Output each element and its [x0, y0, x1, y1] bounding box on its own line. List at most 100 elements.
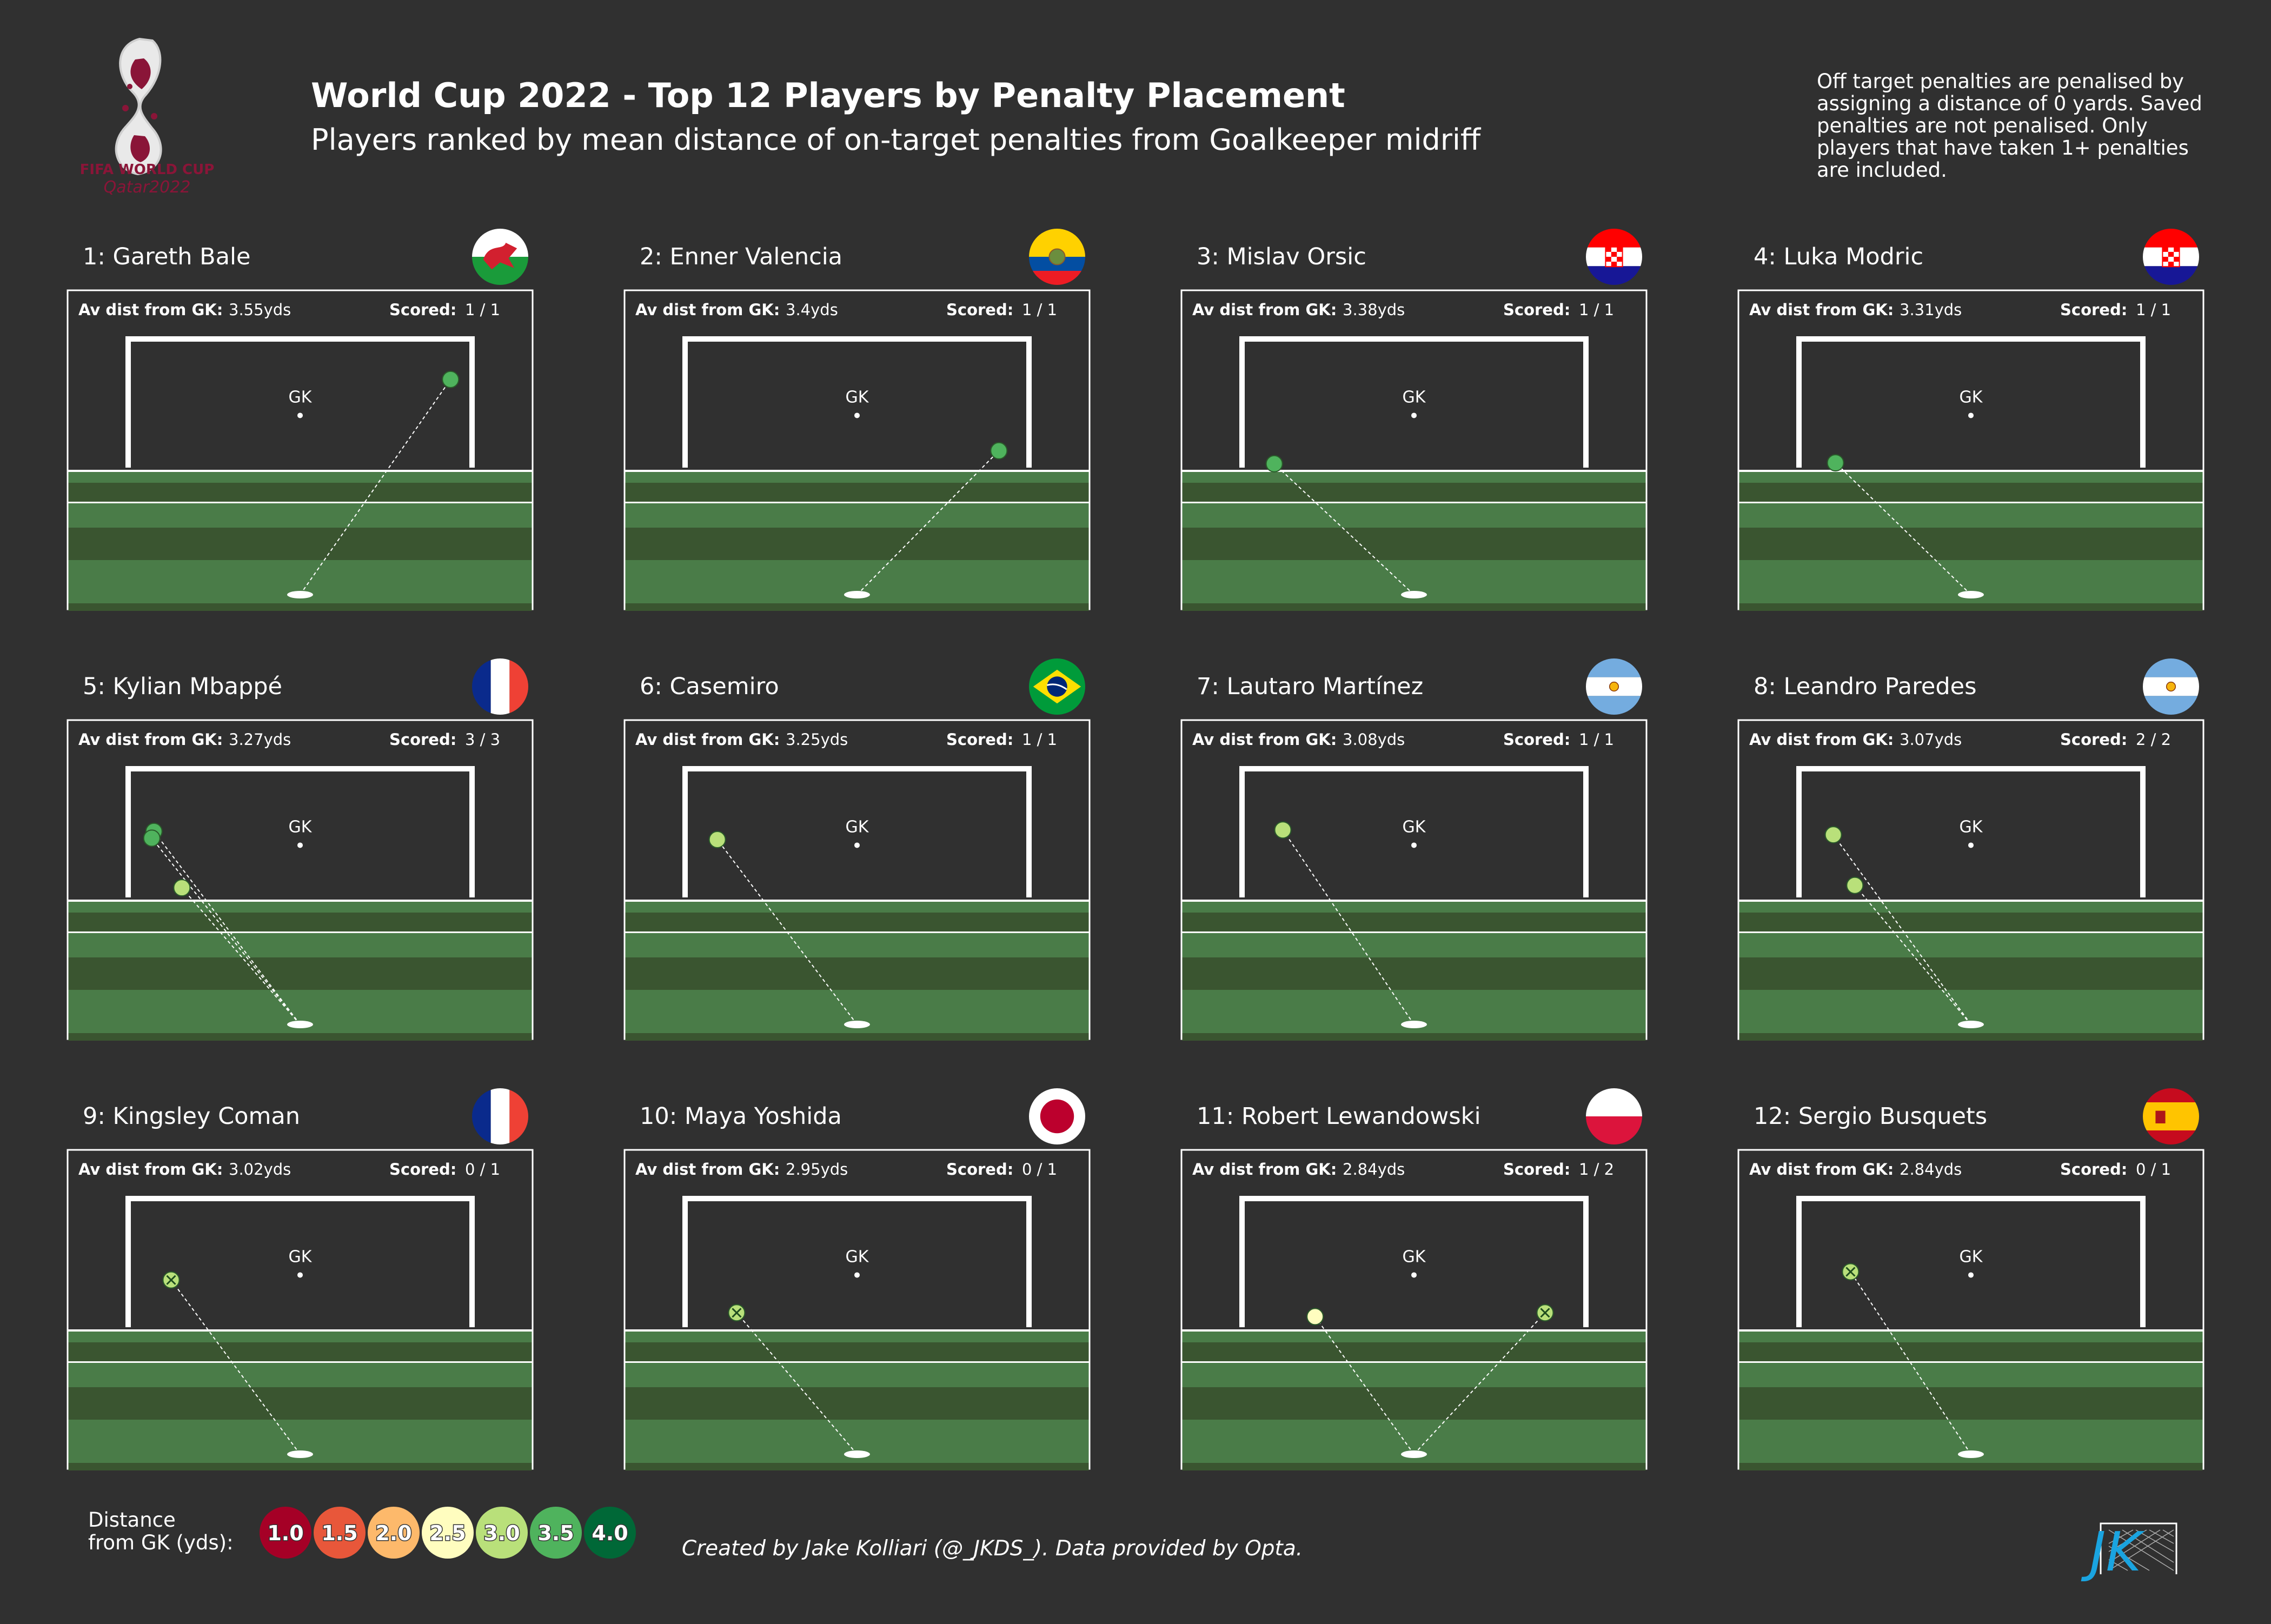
note-line: Off target penalties are penalised by	[1817, 70, 2184, 93]
gk-label: GK	[846, 388, 869, 407]
av-dist-label: Av dist from GK:	[635, 1160, 780, 1179]
av-dist-label: Av dist from GK:	[1192, 301, 1337, 319]
goal-frame	[682, 336, 1032, 468]
scored-value: 1 / 1	[1579, 301, 1614, 319]
scored-label: Scored:	[1503, 730, 1570, 749]
goal-frame	[1239, 766, 1589, 897]
player-name: 5: Kylian Mbappé	[83, 673, 282, 700]
pitch-stripe	[1182, 933, 1646, 957]
goal-frame	[1796, 1196, 2146, 1327]
shot-trajectory	[1854, 885, 1971, 1025]
pitch-stripe	[1182, 471, 1646, 483]
scored-value: 3 / 3	[465, 730, 500, 749]
gk-marker	[854, 842, 860, 848]
pitch-stripe	[68, 931, 532, 933]
player-panel: 9: Kingsley Coman GK Av dist from GK: 3.02y…	[67, 1088, 534, 1470]
gk-label: GK	[289, 1247, 313, 1266]
poland-flag-icon	[1586, 1088, 1642, 1144]
pitch-stripe	[1739, 483, 2203, 502]
scored-label: Scored:	[389, 730, 456, 749]
pitch-stripe	[1739, 502, 2203, 503]
pitch-stripe	[1182, 1363, 1646, 1387]
goal-frame	[1796, 766, 2146, 897]
shot-point	[1265, 455, 1283, 472]
pitch-stripe	[625, 1361, 1089, 1363]
brand-text: JK	[2081, 1520, 2145, 1583]
scored-value: 1 / 1	[1022, 730, 1057, 749]
goal-frame	[1239, 1196, 1589, 1327]
pitch-stripe	[625, 1330, 1089, 1342]
shot-point	[173, 879, 191, 897]
gk-label: GK	[1960, 388, 1983, 407]
pitch-stripe	[1739, 603, 2203, 611]
legend-label: 1.0	[267, 1521, 303, 1545]
av-dist-value: 3.07yds	[1900, 730, 1962, 749]
gk-label: GK	[289, 388, 313, 407]
pitch-stripe	[68, 528, 532, 560]
pitch-stripe	[1739, 471, 2203, 483]
shot-trajectory	[716, 839, 858, 1025]
av-dist-label: Av dist from GK:	[1749, 301, 1894, 319]
legend-swatch	[422, 1507, 474, 1559]
legend-label: 1.5	[321, 1521, 357, 1545]
gk-label: GK	[1960, 1247, 1983, 1266]
av-dist-label: Av dist from GK:	[635, 730, 780, 749]
player-panel: 11: Robert Lewandowski GK Av dist from GK:…	[1180, 1088, 1648, 1470]
scored-value: 1 / 1	[1022, 301, 1057, 319]
shot-trajectory	[1835, 462, 1971, 595]
pitch-stripe	[1182, 913, 1646, 931]
av-dist-value: 3.31yds	[1900, 301, 1962, 319]
shot-point	[1274, 821, 1292, 839]
gk-label: GK	[1403, 817, 1426, 836]
pitch-stripe	[68, 471, 532, 483]
pitch-stripe	[1182, 901, 1646, 913]
pitch-stripe	[1739, 1033, 2203, 1041]
pitch-stripe	[1182, 1361, 1646, 1363]
legend-swatch	[260, 1507, 311, 1559]
page-title: World Cup 2022 - Top 12 Players by Penal…	[311, 76, 1345, 115]
argentina-flag-icon	[1586, 658, 1642, 715]
av-dist-label: Av dist from GK:	[78, 301, 223, 319]
av-dist-label: Av dist from GK:	[1749, 1160, 1894, 1179]
pitch-stripe	[625, 483, 1089, 502]
scored-label: Scored:	[1503, 301, 1570, 319]
shot-trajectory	[1314, 1316, 1415, 1455]
legend-swatch	[530, 1507, 582, 1559]
shot-point	[1846, 876, 1864, 894]
player-name: 12: Sergio Busquets	[1754, 1103, 1987, 1130]
logo-text-line1: FIFA WORLD CUP	[80, 162, 215, 178]
shot-point	[442, 370, 460, 388]
scored-label: Scored:	[946, 1160, 1013, 1179]
gk-label: GK	[1403, 1247, 1426, 1266]
shot-trajectory	[736, 1312, 858, 1455]
scored-value: 1 / 1	[465, 301, 500, 319]
gk-marker	[854, 412, 860, 418]
pitch-stripe	[68, 503, 532, 528]
player-panel: 1: Gareth Bale GK Av dist from GK: 3.55yds S…	[67, 229, 534, 611]
legend-swatch	[476, 1507, 528, 1559]
note-line: players that have taken 1+ penalties	[1817, 136, 2189, 159]
pitch-stripe	[1739, 957, 2203, 990]
shot-trajectory	[1413, 1312, 1546, 1455]
scored-value: 1 / 1	[1579, 730, 1614, 749]
trophy-icon	[115, 37, 162, 176]
av-dist-label: Av dist from GK:	[1749, 730, 1894, 749]
goal-frame	[125, 336, 475, 468]
pitch-stripe	[625, 931, 1089, 933]
argentina-flag-icon	[2143, 658, 2199, 715]
gk-label: GK	[289, 817, 313, 836]
pitch-stripe	[625, 1033, 1089, 1041]
shot-trajectory	[300, 379, 451, 595]
pitch-stripe	[1739, 1342, 2203, 1361]
page-subtitle: Players ranked by mean distance of on-ta…	[311, 123, 1482, 157]
pitch-stripe	[625, 901, 1089, 913]
av-dist-value: 2.84yds	[1343, 1160, 1405, 1179]
gk-marker	[297, 412, 303, 418]
pitch-stripe	[1182, 1033, 1646, 1041]
pitch-stripe	[68, 957, 532, 990]
gk-label: GK	[1960, 817, 1983, 836]
ecuador-flag-icon	[1029, 229, 1085, 285]
av-dist-value: 2.95yds	[786, 1160, 848, 1179]
av-dist-label: Av dist from GK:	[78, 1160, 223, 1179]
shot-trajectory	[151, 837, 301, 1025]
